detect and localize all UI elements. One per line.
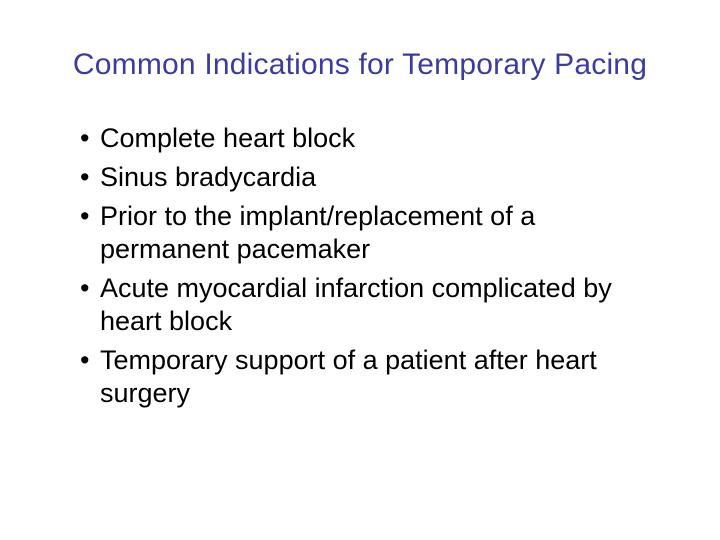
list-item: Complete heart block <box>80 122 650 155</box>
list-item: Acute myocardial infarction complicated … <box>80 272 650 338</box>
list-item: Temporary support of a patient after hea… <box>80 344 650 410</box>
slide: Common Indications for Temporary Pacing … <box>0 0 720 540</box>
list-item: Prior to the implant/replacement of a pe… <box>80 200 650 266</box>
list-item: Sinus bradycardia <box>80 161 650 194</box>
bullet-list: Complete heart block Sinus bradycardia P… <box>60 122 660 410</box>
slide-title: Common Indications for Temporary Pacing <box>60 48 660 82</box>
